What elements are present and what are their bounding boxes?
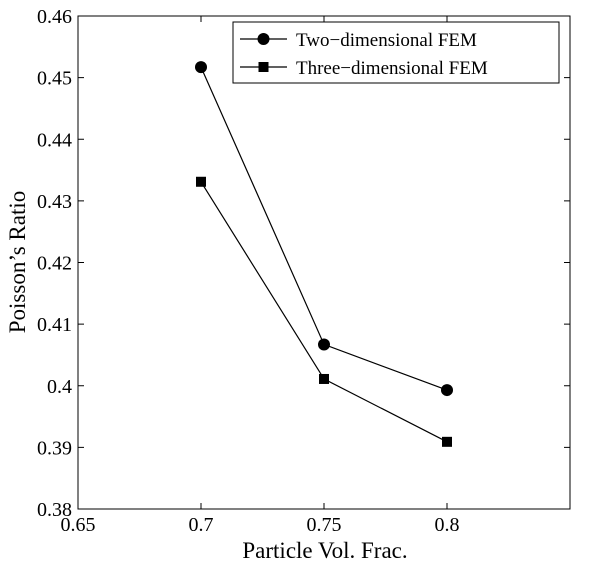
- data-point-circle: [195, 61, 207, 74]
- y-tick-label: 0.46: [37, 6, 72, 28]
- legend-label: Three−dimensional FEM: [296, 58, 488, 79]
- y-tick-label: 0.44: [37, 129, 72, 151]
- y-axis-label: Poisson’s Ratio: [5, 191, 30, 334]
- y-tick-label: 0.4: [47, 376, 72, 398]
- series-2: [196, 176, 452, 447]
- data-point-square: [196, 176, 206, 187]
- y-tick-label: 0.43: [37, 191, 72, 213]
- data-point-square: [442, 436, 452, 447]
- x-axis-label: Particle Vol. Frac.: [242, 538, 407, 563]
- data-point-circle: [441, 384, 453, 397]
- legend-entry-2: Three−dimensional FEM: [240, 58, 488, 79]
- x-tick-label: 0.8: [435, 514, 460, 536]
- y-tick-label: 0.39: [37, 437, 72, 459]
- data-point-square: [319, 373, 329, 384]
- plot-border: [77, 15, 571, 510]
- data-point-circle: [257, 33, 270, 45]
- data-point-square: [258, 62, 269, 72]
- y-tick-label: 0.42: [37, 253, 72, 275]
- legend: Two−dimensional FEM Three−dimensional FEM: [232, 21, 560, 84]
- x-tick-label: 0.7: [189, 514, 214, 536]
- series-layer: [195, 61, 453, 447]
- legend-label: Two−dimensional FEM: [296, 30, 477, 51]
- y-tick-label: 0.41: [37, 314, 72, 336]
- x-tick-label: 0.65: [61, 514, 96, 536]
- series-line: [200, 181, 448, 443]
- series-1: [195, 61, 453, 397]
- legend-box: [232, 21, 560, 84]
- y-tick-label: 0.38: [37, 499, 72, 521]
- legend-entry-1: Two−dimensional FEM: [240, 30, 477, 51]
- data-point-circle: [318, 338, 330, 351]
- y-tick-label: 0.45: [37, 68, 72, 90]
- x-tick-label: 0.75: [307, 514, 342, 536]
- axis-ticks: [77, 15, 570, 510]
- plot-area: [77, 15, 571, 510]
- tick-labels: 0.65 0.7 0.75 0.8 0.38 0.39 0.4 0.41 0.42 0.43 0.4…: [37, 6, 460, 536]
